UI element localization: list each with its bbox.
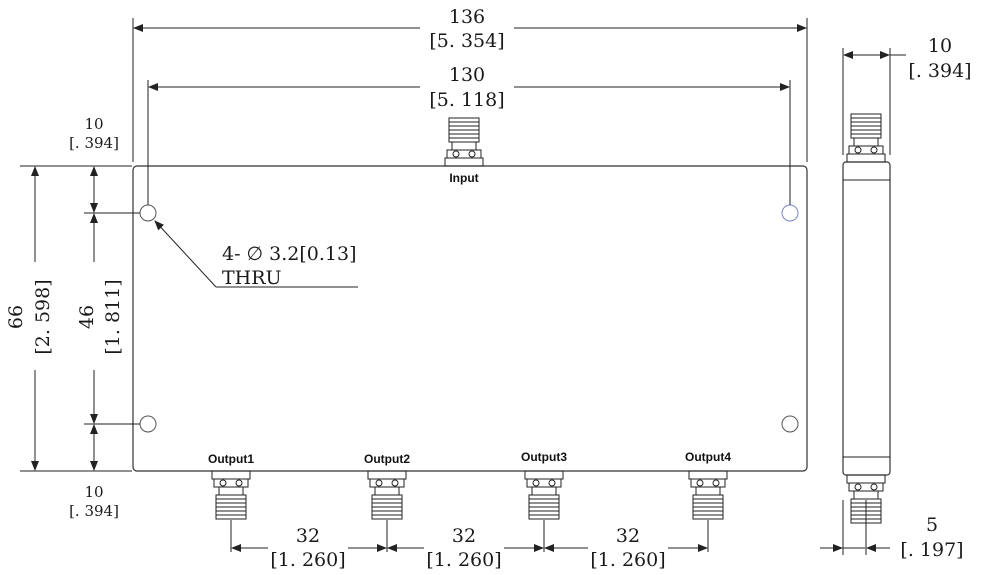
svg-text:[1. 811]: [1. 811] [102, 279, 124, 354]
output2-label: Output2 [364, 452, 410, 466]
svg-text:10: 10 [928, 35, 952, 57]
svg-text:130: 130 [449, 64, 485, 86]
dim-side-offset: 5 [. 197] [820, 514, 964, 561]
output2-connector [368, 471, 406, 519]
dim-output-pitch-3: 32 [1. 260] [545, 525, 707, 571]
divider-body [133, 166, 807, 471]
dim-overall-height: 66 [2. 598] [5, 167, 54, 470]
svg-text:10: 10 [84, 483, 103, 501]
svg-text:[1. 260]: [1. 260] [426, 549, 501, 571]
svg-text:[5. 118]: [5. 118] [429, 89, 504, 111]
mounting-hole-bottom-right [782, 416, 798, 432]
svg-text:10: 10 [84, 115, 103, 133]
dim-overall-length: 136 [5. 354] [134, 6, 806, 52]
svg-text:32: 32 [616, 525, 640, 547]
dim-hole-spacing-length: 130 [5. 118] [149, 64, 789, 111]
svg-text:32: 32 [296, 525, 320, 547]
mounting-hole-top-right [782, 205, 798, 221]
output4-label: Output4 [685, 450, 731, 464]
svg-text:[1. 260]: [1. 260] [270, 549, 345, 571]
output3-label: Output3 [521, 450, 567, 464]
output1-label: Output1 [208, 452, 254, 466]
hole-note-thru: THRU [222, 267, 282, 289]
output3-connector [525, 471, 563, 519]
dim-top-offset: 10 [. 394] [69, 115, 119, 212]
mounting-hole-bottom-left [140, 416, 156, 432]
svg-text:[2. 598]: [2. 598] [32, 279, 54, 354]
svg-text:32: 32 [452, 525, 476, 547]
svg-text:46: 46 [76, 305, 98, 329]
svg-text:5: 5 [926, 514, 938, 536]
input-label: Input [449, 171, 478, 185]
dim-hole-spacing-height: 46 [1. 811] [76, 214, 124, 423]
hole-note-size: 4- ∅ 3.2[0.13] [222, 243, 356, 265]
output1-connector [212, 471, 250, 519]
side-view-body [843, 162, 890, 475]
dim-bottom-offset: 10 [. 394] [69, 425, 119, 520]
svg-text:[. 394]: [. 394] [908, 60, 971, 82]
svg-text:[. 394]: [. 394] [69, 134, 119, 152]
dim-side-thickness: 10 [. 394] [844, 35, 972, 82]
dim-output-pitch-2: 32 [1. 260] [388, 525, 543, 571]
svg-text:136: 136 [449, 6, 485, 28]
svg-text:[5. 354]: [5. 354] [429, 30, 504, 52]
output4-connector [689, 471, 727, 519]
input-connector [445, 118, 483, 166]
side-input-connector [847, 114, 885, 162]
svg-text:[. 197]: [. 197] [900, 539, 963, 561]
svg-text:[1. 260]: [1. 260] [590, 549, 665, 571]
dim-output-pitch-1: 32 [1. 260] [232, 525, 386, 571]
mounting-hole-top-left [140, 205, 156, 221]
svg-text:66: 66 [5, 305, 27, 329]
svg-text:[. 394]: [. 394] [69, 502, 119, 520]
